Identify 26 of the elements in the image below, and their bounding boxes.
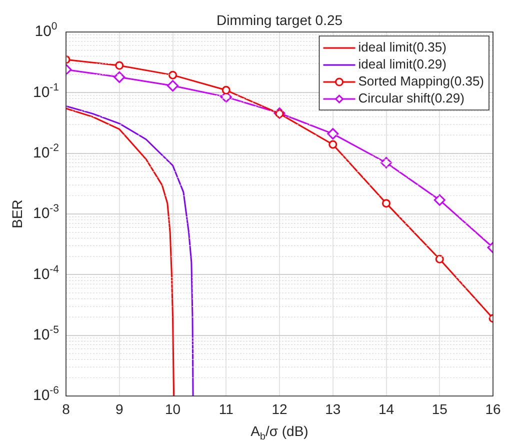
x-tick-label: 13 xyxy=(325,400,341,417)
point xyxy=(167,80,178,92)
x-tick-label: 16 xyxy=(485,400,501,417)
point xyxy=(115,61,124,70)
x-tick-label: 11 xyxy=(218,400,234,417)
x-tick-label: 15 xyxy=(432,400,448,417)
y-axis-title: BER xyxy=(8,200,25,228)
point xyxy=(328,140,338,149)
point xyxy=(114,71,126,83)
chart-title: Dimming target 0.25 xyxy=(216,12,343,28)
legend-label: Circular shift(0.29) xyxy=(358,90,464,106)
point xyxy=(380,156,392,168)
x-tick-label: 12 xyxy=(272,400,288,417)
point xyxy=(434,194,446,206)
x-tick-label: 8 xyxy=(62,400,70,417)
legend-label: ideal limit(0.35) xyxy=(358,40,446,55)
legend-label: Sorted Mapping(0.35) xyxy=(358,74,484,89)
point xyxy=(382,199,390,208)
point xyxy=(168,70,177,80)
legend-label: ideal limit(0.29) xyxy=(358,56,446,72)
x-tick-label: 14 xyxy=(378,400,394,417)
x-tick-label: 10 xyxy=(164,400,181,417)
x-tick-label: 9 xyxy=(115,400,124,417)
point xyxy=(327,128,339,140)
point xyxy=(435,254,444,264)
point xyxy=(222,86,230,94)
